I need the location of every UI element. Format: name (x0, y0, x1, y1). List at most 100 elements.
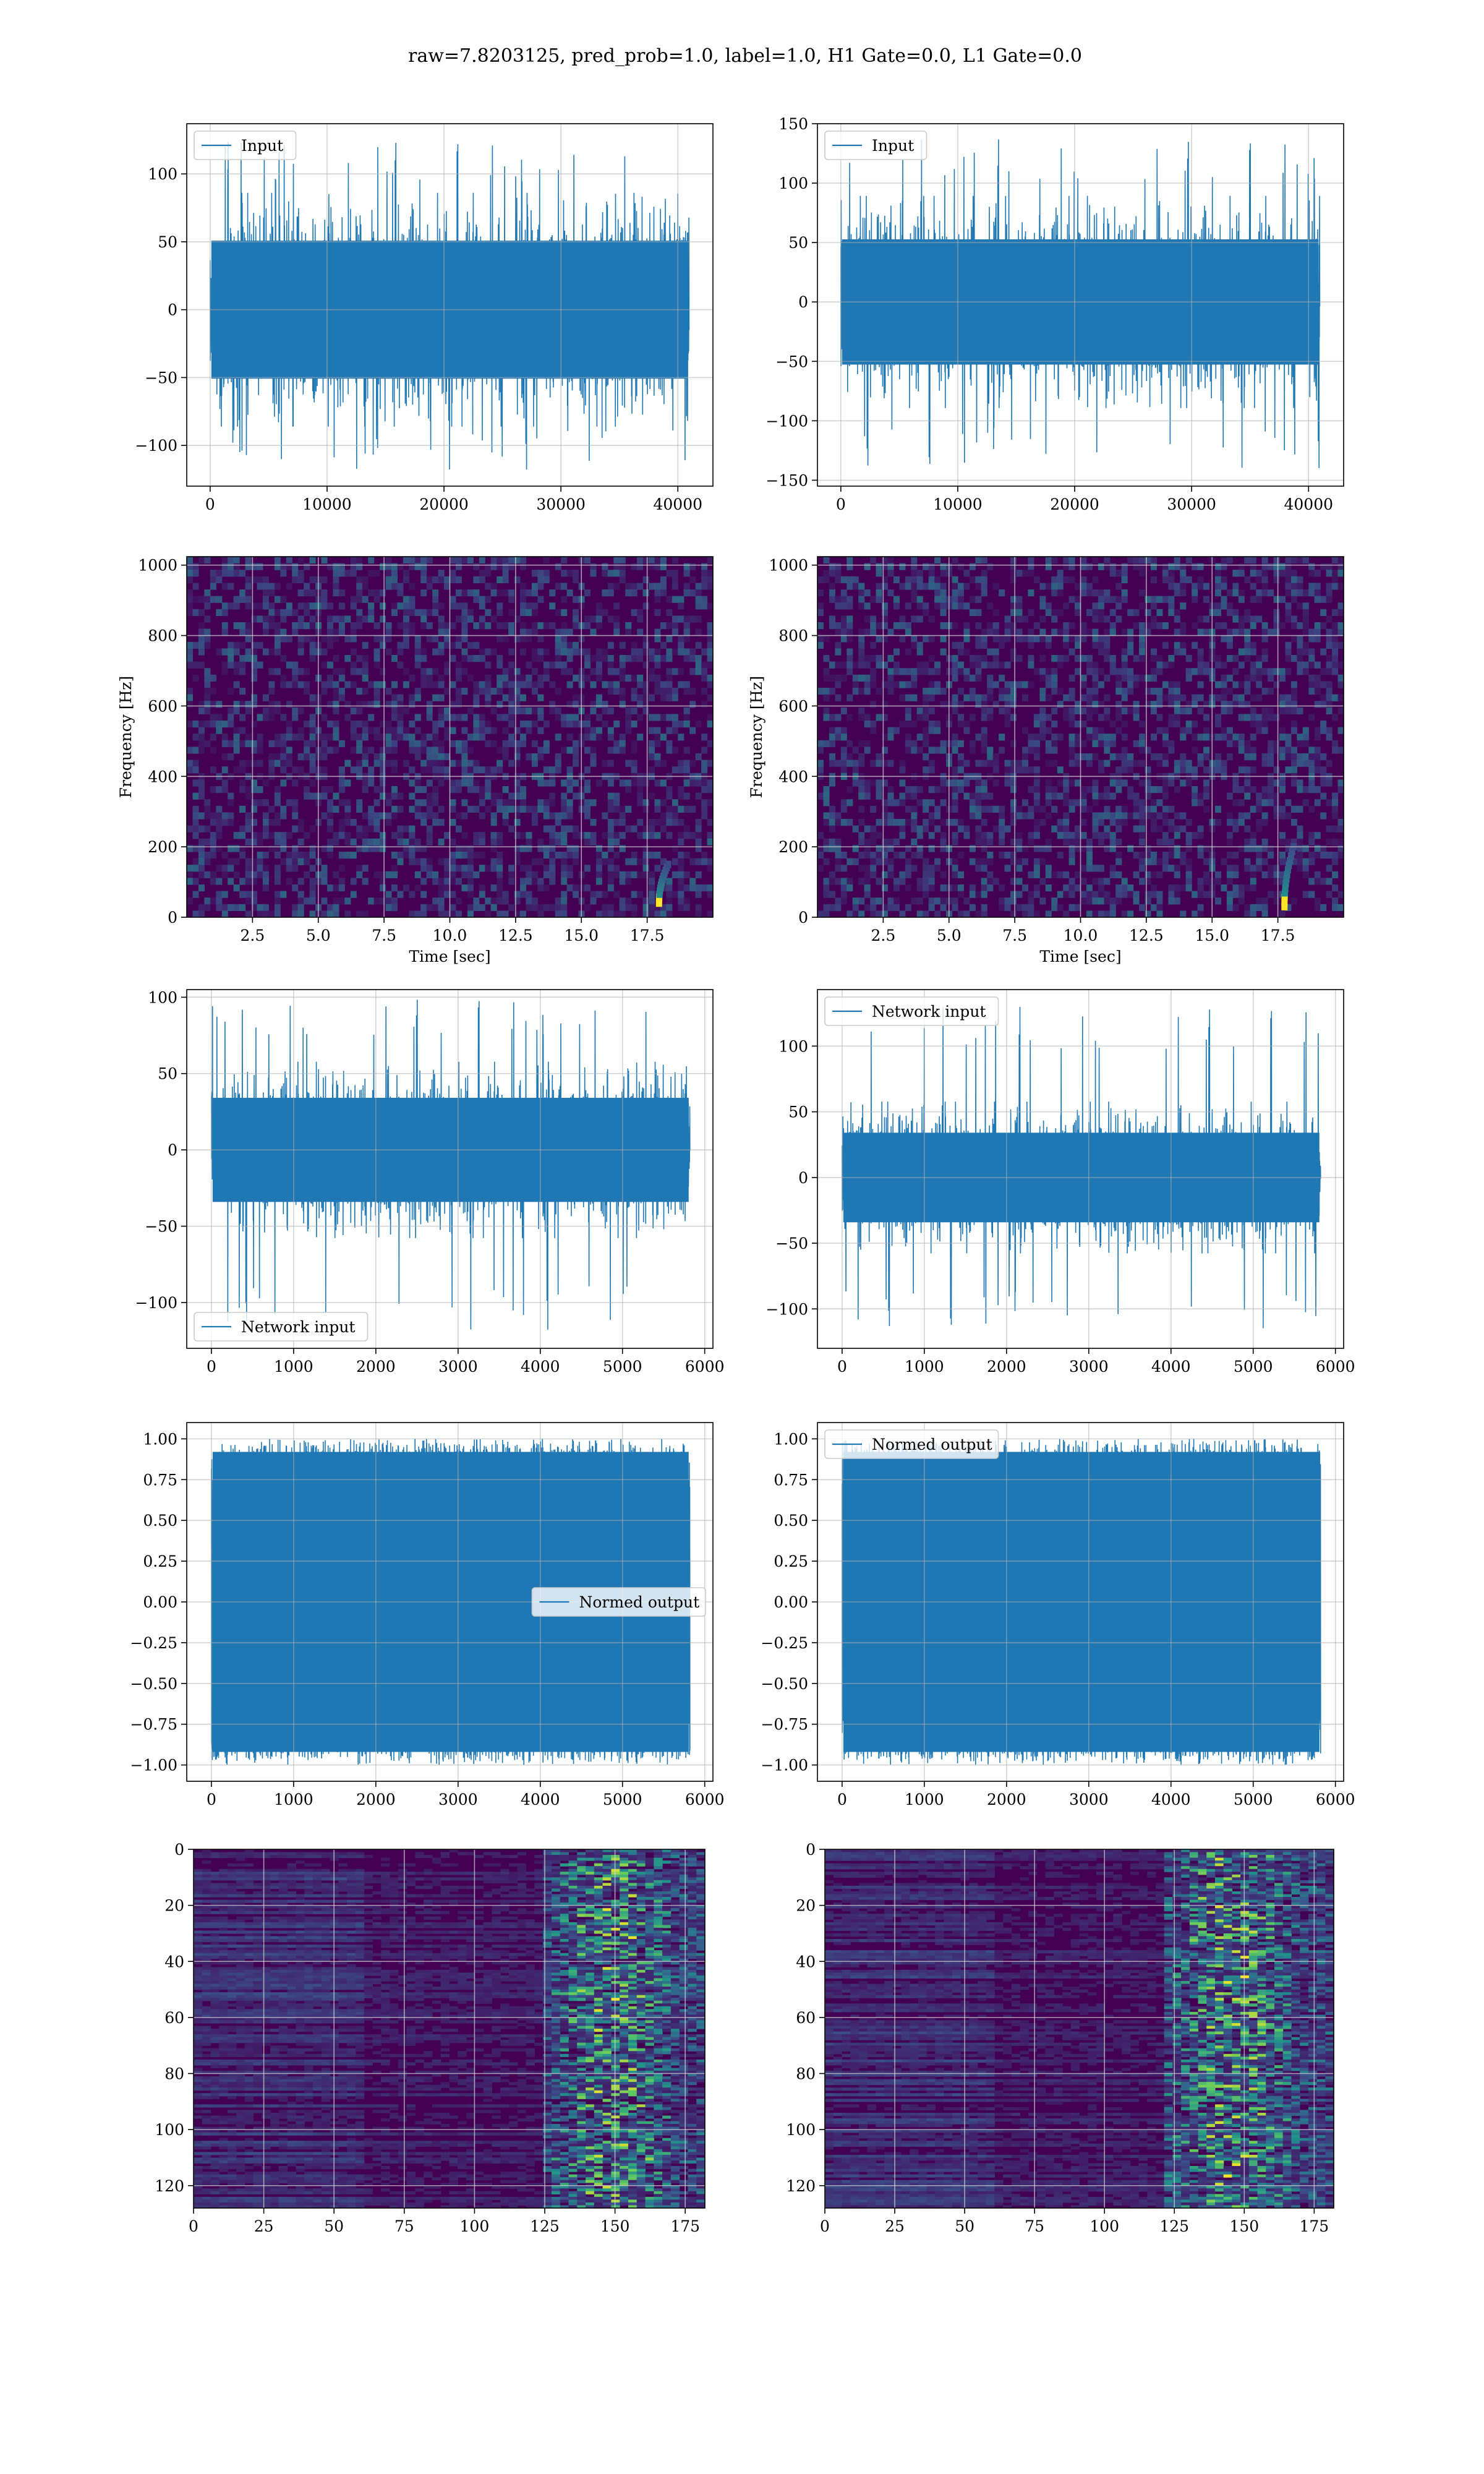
x-tick-label: 25 (254, 2217, 274, 2235)
legend-label: Normed output (872, 1436, 992, 1453)
x-tick-label: 0 (207, 1791, 216, 1808)
y-tick-label: 1.00 (143, 1430, 177, 1448)
plot-content (817, 557, 1344, 917)
chirp-mark (1282, 884, 1289, 892)
y-tick-label: 0.75 (774, 1471, 808, 1489)
y-tick-label: 50 (788, 1103, 808, 1121)
x-tick-label: 125 (530, 2217, 560, 2235)
x-tick-label: 15.0 (1195, 927, 1229, 944)
y-tick-label: −50 (145, 369, 177, 387)
x-tick-label: 5000 (1234, 1791, 1273, 1808)
legend: Network input (824, 996, 999, 1026)
x-tick-label: 4000 (521, 1791, 560, 1808)
y-tick-label: 1.00 (774, 1430, 808, 1448)
y-tick-label: 200 (148, 838, 177, 856)
legend: Network input (194, 1312, 369, 1342)
x-tick-label: 0 (189, 2217, 198, 2235)
plot-content (187, 557, 713, 917)
x-tick-label: 5000 (603, 1791, 642, 1808)
y-tick-label: −0.25 (130, 1634, 177, 1652)
panel-row4-right: 0 1000 2000 3000 4000 5000 6000 −1.00 −0.75 −0.50… (761, 1422, 1355, 1808)
y-tick-label: 0 (798, 909, 808, 927)
y-tick-label: −0.50 (130, 1675, 177, 1693)
x-tick-label: 0 (820, 2217, 830, 2235)
panel-row4-left: 0 1000 2000 3000 4000 5000 6000 −1.00 −0.75 −0.50… (130, 1422, 725, 1808)
y-tick-label: 100 (148, 988, 177, 1006)
plot-content (187, 124, 713, 486)
y-tick-label: 20 (164, 1897, 184, 1915)
y-tick-label: −0.75 (130, 1716, 177, 1734)
x-tick-label: 40000 (1284, 495, 1334, 513)
x-tick-label: 5000 (603, 1358, 642, 1376)
y-tick-label: 0 (798, 293, 808, 311)
legend-box (194, 1312, 369, 1342)
panel-row5-right: 0 25 50 75 100 125 150 175 0 20 40 60 80 100 120 (786, 1841, 1334, 2235)
x-tick-label: 40000 (654, 495, 703, 513)
x-tick-label: 10000 (302, 495, 352, 513)
legend-label: Normed output (579, 1593, 700, 1611)
plot-content (194, 1849, 705, 2208)
plot-content (817, 990, 1344, 1348)
x-tick-label: 4000 (521, 1358, 560, 1376)
x-tick-label: 2000 (356, 1791, 396, 1808)
plot-content (817, 1423, 1344, 1781)
y-tick-label: 60 (164, 2009, 184, 2027)
chirp-mark (1289, 847, 1295, 855)
panel-row1-right: 0 10000 20000 30000 40000 −150 −100 −50 0 50 100 15… (765, 115, 1344, 513)
y-tick-label: 40 (796, 1953, 816, 1971)
y-tick-label: −0.75 (761, 1716, 808, 1734)
x-tick-label: 6000 (1316, 1791, 1355, 1808)
y-tick-label: 0.50 (143, 1512, 177, 1530)
axes-frame (186, 989, 714, 1349)
x-tick-label: 6000 (685, 1358, 725, 1376)
x-tick-label: 175 (670, 2217, 700, 2235)
x-tick-label: 7.5 (372, 927, 396, 944)
y-tick-label: 60 (796, 2009, 816, 2027)
x-tick-label: 10000 (933, 495, 983, 513)
axes-frame (186, 123, 714, 487)
x-tick-label: 175 (1299, 2217, 1329, 2235)
x-tick-label: 0 (205, 495, 215, 513)
y-tick-label: 80 (164, 2065, 184, 2083)
x-tick-label: 4000 (1151, 1791, 1191, 1808)
y-tick-label: 0 (806, 1841, 816, 1859)
y-tick-label: −150 (765, 471, 808, 489)
x-tick-label: 100 (460, 2217, 490, 2235)
y-tick-label: −100 (135, 437, 177, 455)
chirp-mark (1281, 894, 1288, 902)
y-tick-label: 0 (798, 1169, 808, 1187)
y-tick-label: 100 (778, 1037, 808, 1055)
x-tick-label: 150 (1229, 2217, 1259, 2235)
y-tick-label: −0.25 (761, 1634, 808, 1652)
x-tick-label: 1000 (274, 1791, 313, 1808)
panel-row5-left: 0 25 50 75 100 125 150 175 0 20 40 60 80 100 120 (155, 1841, 706, 2235)
x-tick-label: 17.5 (630, 927, 665, 944)
x-axis-label: Time [sec] (409, 948, 490, 965)
y-tick-label: 50 (158, 233, 177, 251)
y-tick-label: 50 (158, 1065, 177, 1083)
y-tick-label: 0 (174, 1841, 184, 1859)
y-tick-label: 0.25 (774, 1552, 808, 1570)
y-tick-label: −0.50 (761, 1675, 808, 1693)
x-tick-label: 6000 (1316, 1358, 1355, 1376)
x-tick-label: 5.0 (306, 927, 331, 944)
legend: Normed output (824, 1429, 999, 1459)
legend-label: Network input (241, 1318, 355, 1336)
chirp-mark (1284, 866, 1291, 874)
y-tick-label: 120 (786, 2177, 816, 2195)
x-tick-label: 2.5 (871, 927, 895, 944)
y-tick-label: −50 (775, 353, 808, 370)
y-tick-label: 0.25 (143, 1552, 177, 1570)
x-tick-label: 3000 (1069, 1791, 1109, 1808)
x-tick-label: 6000 (685, 1791, 725, 1808)
legend: Input (194, 131, 297, 160)
y-tick-label: 100 (155, 2121, 184, 2139)
legend-box (531, 1587, 706, 1617)
y-tick-label: 0.00 (774, 1593, 808, 1611)
chirp-mark (1283, 875, 1290, 883)
x-tick-label: 17.5 (1261, 927, 1295, 944)
x-tick-label: 7.5 (1002, 927, 1027, 944)
panels: 0 10000 20000 30000 40000−100−50050100Input0… (117, 115, 1355, 2235)
y-tick-label: 800 (778, 627, 808, 645)
y-axis-label: Frequency [Hz] (748, 676, 765, 798)
